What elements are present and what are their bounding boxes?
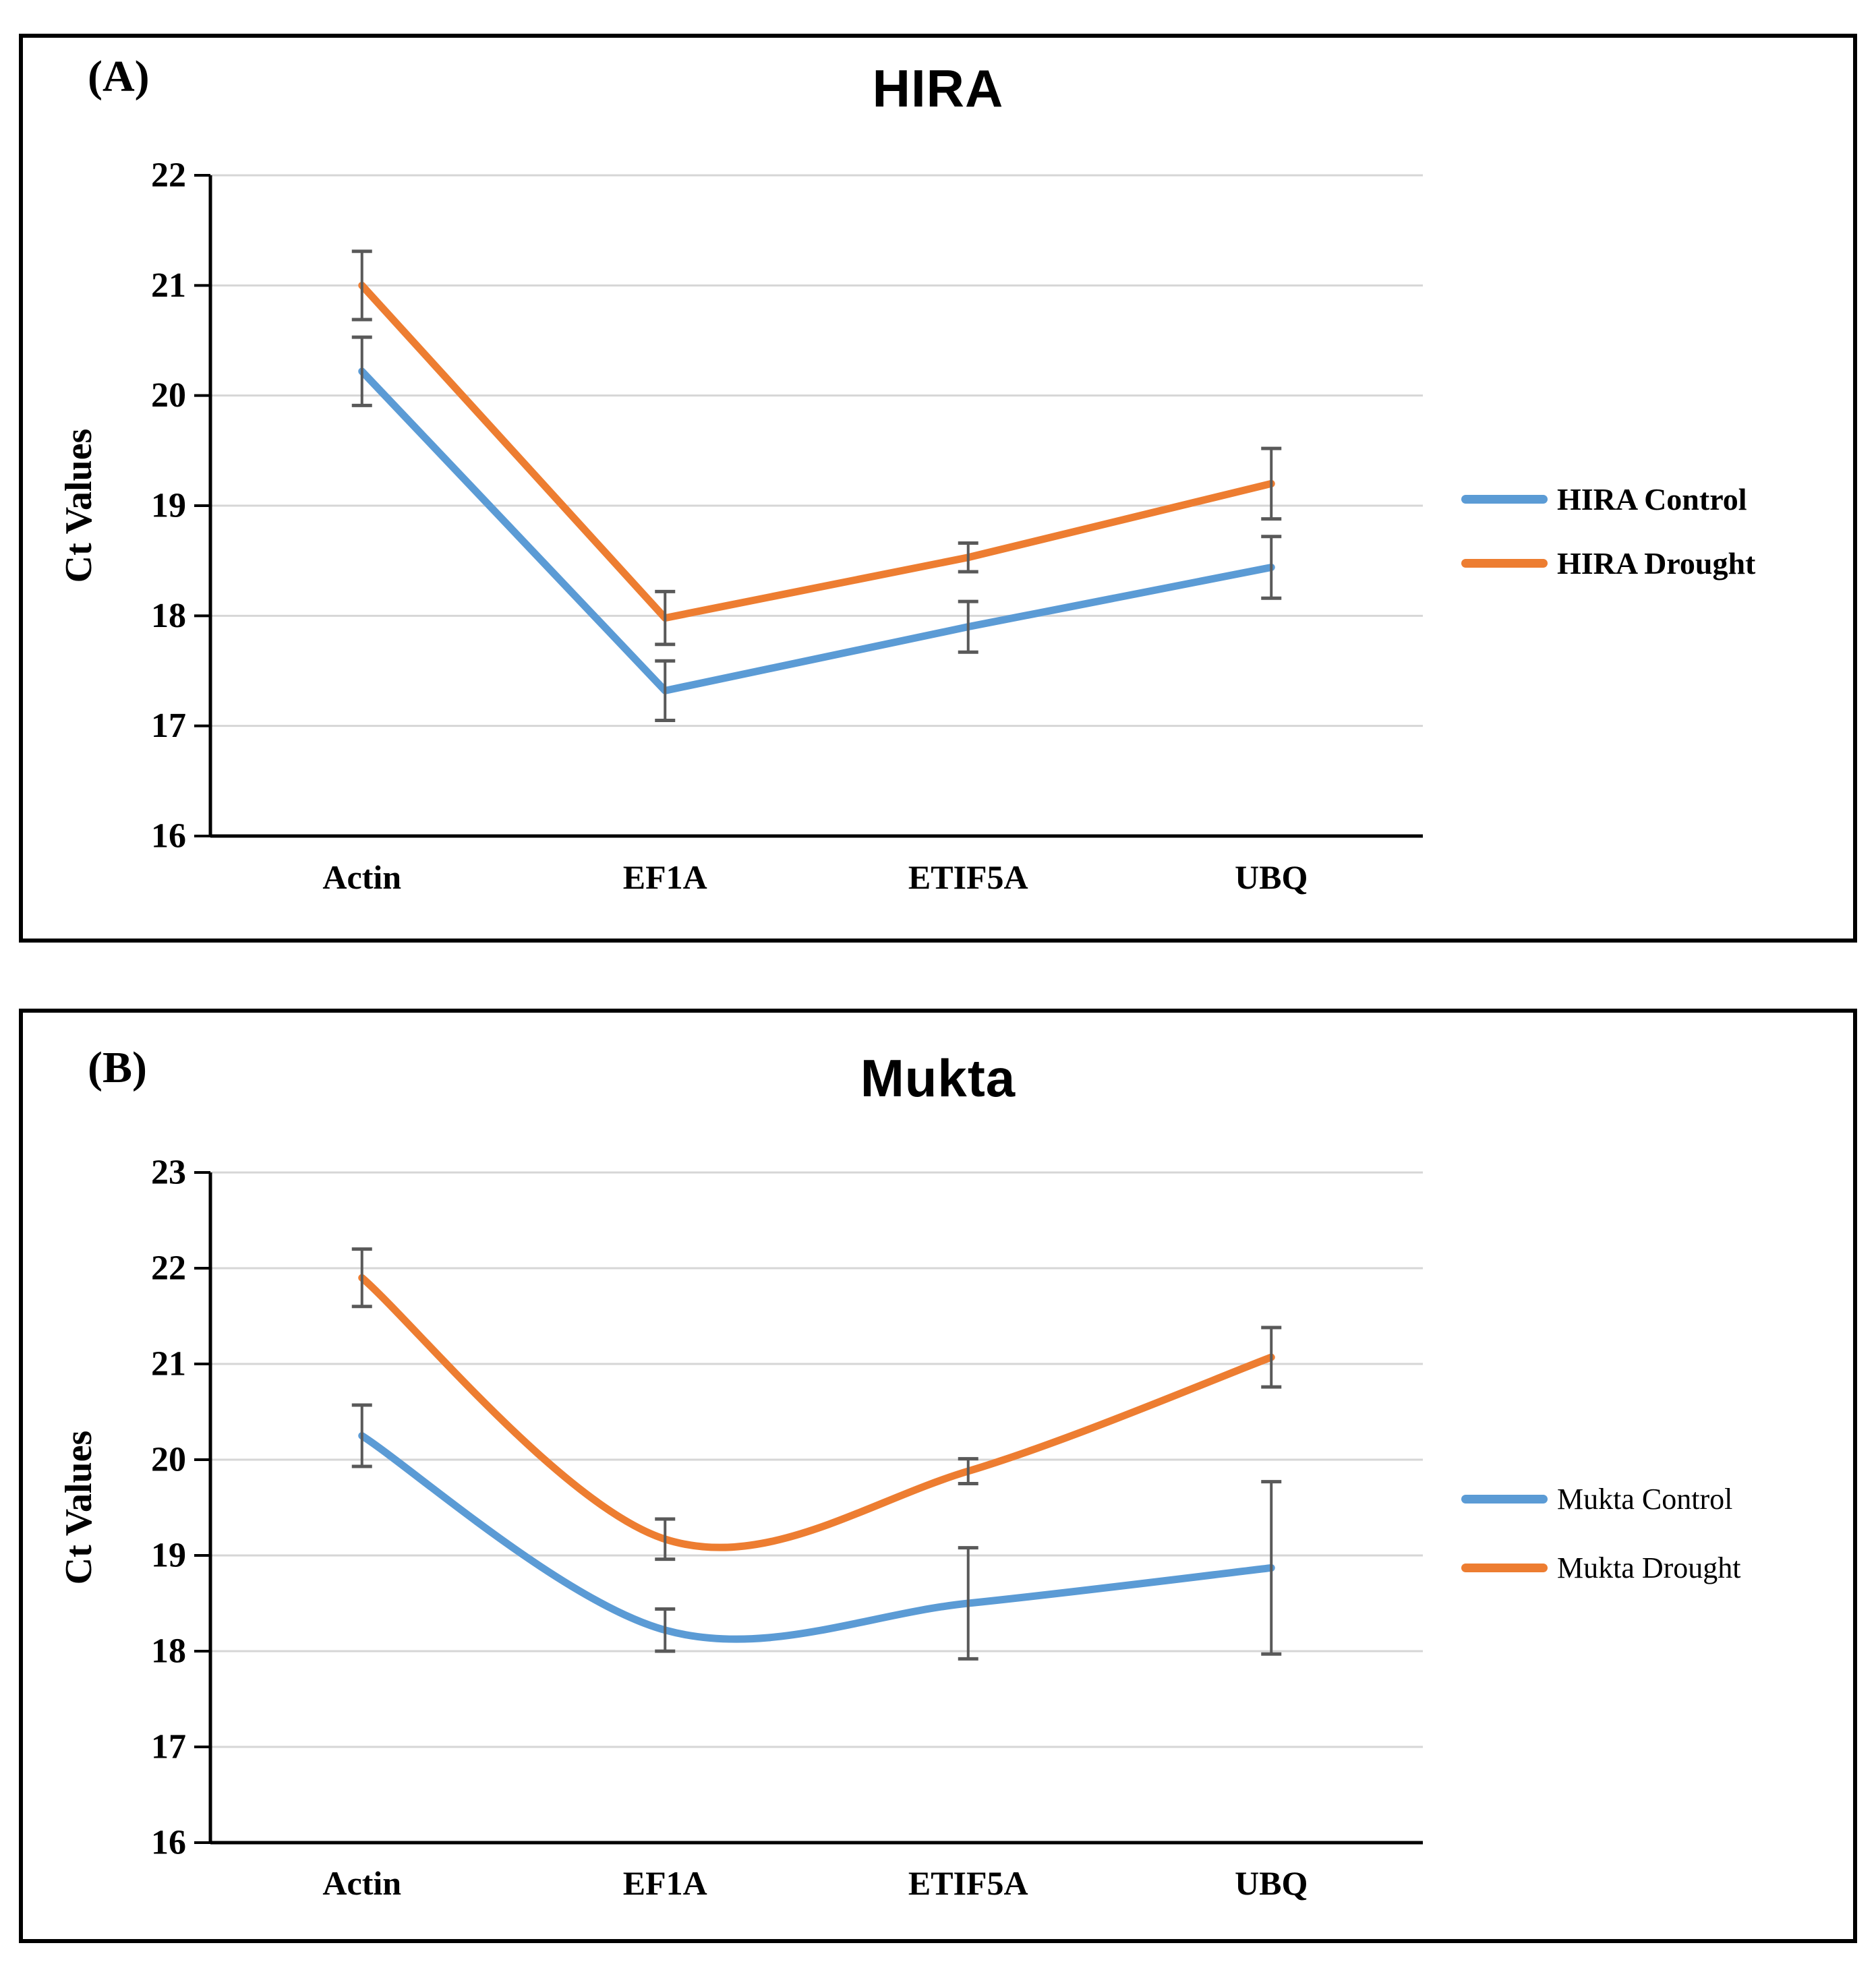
series-line-mukta-drought bbox=[358, 1274, 1275, 1551]
y-tick-label: 21 bbox=[151, 266, 186, 305]
panel-b-label: (B) bbox=[88, 1043, 147, 1092]
y-tick-label: 19 bbox=[151, 1537, 186, 1575]
hira-drought-line-swatch bbox=[1461, 558, 1548, 568]
y-tick-label: 20 bbox=[151, 1441, 186, 1479]
legend-item-hira-drought: HIRA Drought bbox=[1461, 536, 1755, 590]
x-category-label: ETIF5A bbox=[908, 858, 1028, 896]
x-category-label: ETIF5A bbox=[908, 1864, 1028, 1902]
panel-a-label: (A) bbox=[88, 52, 150, 101]
panel-b-legend: Mukta Control Mukta Drought bbox=[1461, 1472, 1741, 1595]
legend-label-mukta-control: Mukta Control bbox=[1557, 1482, 1733, 1516]
panel-a: (A) HIRA Ct Values 22 21 20 19 18 17 16 Actin EF… bbox=[19, 34, 1857, 943]
legend-item-mukta-drought: Mukta Drought bbox=[1461, 1541, 1741, 1595]
legend-item-mukta-control: Mukta Control bbox=[1461, 1472, 1741, 1526]
mukta-drought-line-swatch bbox=[1461, 1563, 1548, 1572]
y-tick-label: 17 bbox=[151, 707, 186, 745]
panel-a-legend: HIRA Control HIRA Drought bbox=[1461, 472, 1755, 590]
x-category-label: UBQ bbox=[1235, 1864, 1308, 1902]
y-tick-label: 18 bbox=[151, 1632, 186, 1671]
hira-control-line-swatch bbox=[1461, 494, 1548, 504]
series-line-hira-drought bbox=[358, 281, 1275, 622]
panel-b: (B) Mukta Ct Values 23 22 21 20 19 18 17 16 Acti… bbox=[19, 1009, 1857, 1943]
x-category-label: Actin bbox=[322, 858, 401, 896]
y-tick-label: 19 bbox=[151, 487, 186, 525]
panel-b-chart: 23 22 21 20 19 18 17 16 Actin EF1A ETIF5A UBQ bbox=[151, 1154, 1423, 1902]
panel-a-title: HIRA bbox=[872, 59, 1004, 118]
mukta-control-line-swatch bbox=[1461, 1494, 1548, 1504]
x-category-label: UBQ bbox=[1235, 858, 1308, 896]
legend-label-mukta-drought: Mukta Drought bbox=[1557, 1551, 1741, 1584]
y-tick-label: 22 bbox=[151, 1249, 186, 1288]
legend-item-hira-control: HIRA Control bbox=[1461, 472, 1755, 526]
y-tick-label: 21 bbox=[151, 1345, 186, 1383]
y-tick-label: 20 bbox=[151, 376, 186, 415]
y-tick-label: 23 bbox=[151, 1154, 186, 1192]
y-tick-label: 16 bbox=[151, 817, 186, 856]
x-category-label: EF1A bbox=[623, 1864, 707, 1902]
y-tick-label: 16 bbox=[151, 1824, 186, 1862]
panel-b-title: Mukta bbox=[860, 1048, 1016, 1108]
x-category-label: Actin bbox=[322, 1864, 401, 1902]
series-line-mukta-control bbox=[358, 1432, 1275, 1643]
legend-label-hira-control: HIRA Control bbox=[1557, 481, 1747, 516]
y-tick-label: 18 bbox=[151, 597, 186, 635]
x-category-label: EF1A bbox=[623, 858, 707, 896]
panel-a-chart: 22 21 20 19 18 17 16 Actin EF1A ETIF5A UBQ bbox=[151, 156, 1423, 896]
legend-label-hira-drought: HIRA Drought bbox=[1557, 545, 1756, 581]
series-line-hira-control bbox=[358, 367, 1275, 694]
y-tick-label: 17 bbox=[151, 1728, 186, 1766]
y-tick-label: 22 bbox=[151, 156, 186, 195]
